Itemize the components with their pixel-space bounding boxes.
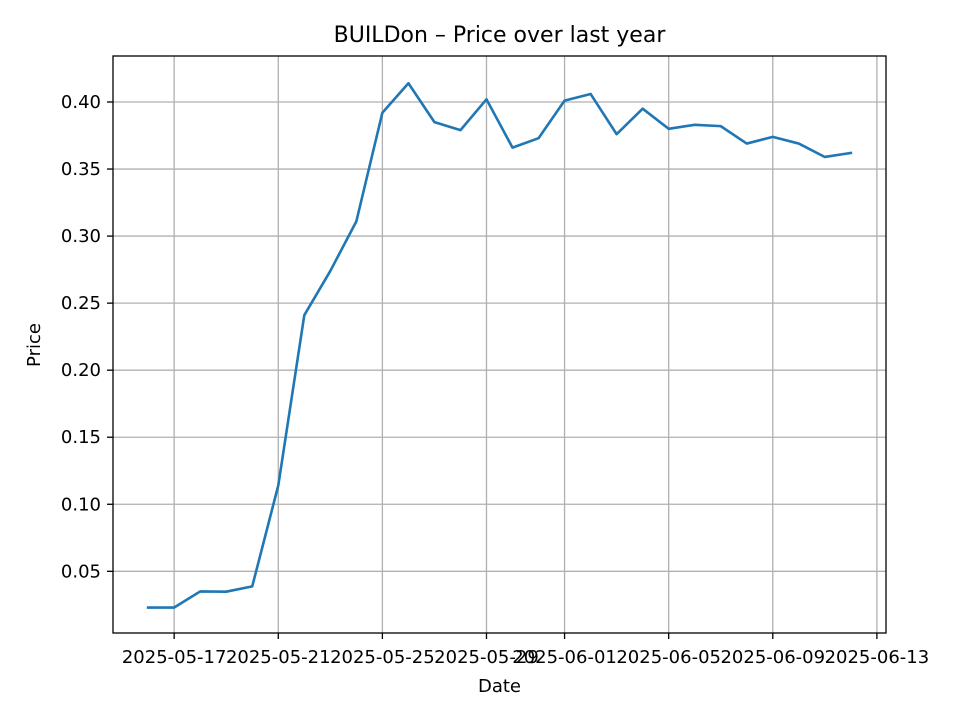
- grid-layer: [113, 56, 886, 633]
- y-tick-label: 0.40: [61, 92, 101, 113]
- x-tick-label: 2025-05-29: [434, 647, 539, 668]
- plot-frame: [112, 55, 887, 634]
- y-tick-label: 0.05: [61, 561, 101, 582]
- y-axis-ticks: 0.05 0.10 0.15 0.20 0.25 0.30 0.35 0.40: [61, 92, 113, 582]
- series-layer: [146, 81, 853, 609]
- x-axis-label: Date: [478, 676, 521, 697]
- x-tick-label: 2025-06-05: [616, 647, 721, 668]
- x-tick-label: 2025-05-17: [122, 647, 227, 668]
- x-tick-label: 2025-05-21: [226, 647, 331, 668]
- x-tick-label: 2025-06-09: [720, 647, 825, 668]
- x-tick-label: 2025-05-25: [330, 647, 435, 668]
- y-tick-label: 0.35: [61, 159, 101, 180]
- y-axis-label: Price: [24, 323, 45, 367]
- x-tick-label: 2025-06-13: [825, 647, 930, 668]
- y-tick-label: 0.30: [61, 226, 101, 247]
- x-tick-label: 2025-06-01: [512, 647, 617, 668]
- x-axis-ticks: 2025-05-17 2025-05-21 2025-05-25 2025-05-29…: [122, 633, 929, 668]
- y-tick-label: 0.25: [61, 293, 101, 314]
- y-tick-label: 0.10: [61, 494, 101, 515]
- price-series-line: [146, 81, 853, 609]
- chart-title: BUILDon – Price over last year: [334, 23, 667, 48]
- y-tick-label: 0.15: [61, 427, 101, 448]
- y-tick-label: 0.20: [61, 360, 101, 381]
